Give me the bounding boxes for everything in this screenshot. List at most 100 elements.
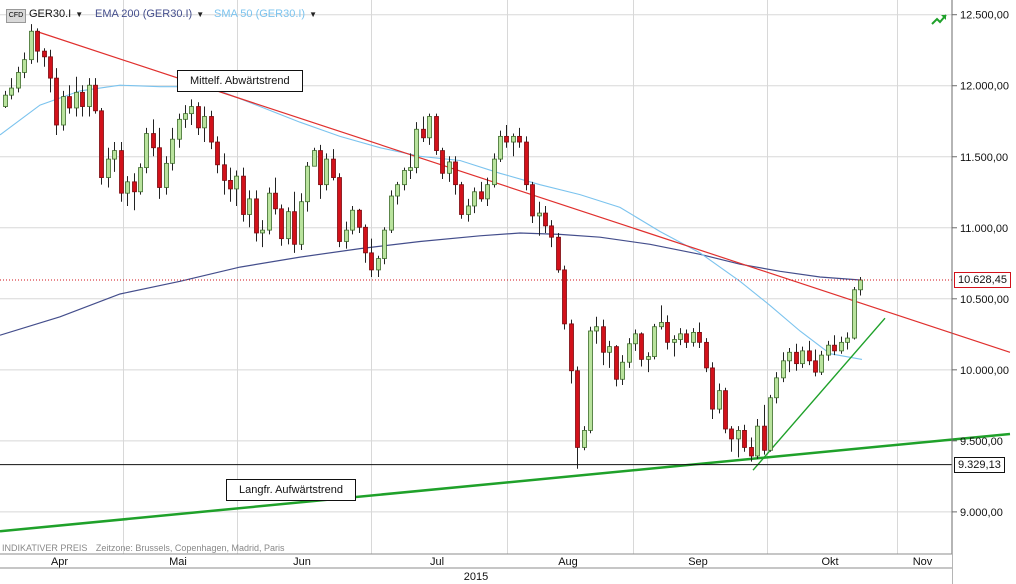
candle-up: [627, 343, 632, 363]
candle-up: [61, 96, 66, 126]
candle-down: [479, 191, 484, 200]
candle-up: [144, 133, 149, 169]
y-tick-label: 11.500,00: [960, 152, 1008, 164]
candle-down: [421, 128, 426, 139]
candle-down: [749, 447, 754, 457]
vertical-grid: [123, 0, 898, 568]
candle-down: [67, 96, 72, 109]
candle-down: [337, 177, 342, 242]
candle-up: [774, 377, 779, 399]
candle-up: [582, 430, 587, 448]
uptrend-annotation: Langfr. Aufwärtstrend: [226, 479, 356, 501]
candle-up: [659, 322, 664, 328]
sma-indicator-dropdown[interactable]: SMA 50 (GER30.I) ▼: [214, 8, 317, 20]
candle-down: [639, 333, 644, 360]
candle-down: [222, 164, 227, 181]
trend-arrow-icon[interactable]: [931, 14, 947, 25]
candle-up: [620, 361, 625, 380]
time-axis[interactable]: Apr Mai Jun Jul Aug Sep Okt Nov: [51, 556, 933, 568]
candle-down: [794, 351, 799, 365]
x-tick-label: Jul: [430, 556, 444, 568]
y-tick-label: 10.500,00: [960, 294, 1009, 306]
candle-down: [530, 184, 535, 217]
sma-indicator-label: SMA 50 (GER30.I): [214, 8, 306, 20]
year-label: 2015: [464, 571, 488, 583]
candle-down: [241, 175, 246, 215]
candle-down: [157, 147, 162, 188]
candle-up: [858, 279, 863, 291]
candle-down: [762, 425, 767, 451]
candle-up: [299, 201, 304, 245]
candle-down: [209, 116, 214, 143]
candle-up: [492, 158, 497, 186]
candle-down: [292, 211, 297, 245]
candle-up: [87, 84, 92, 107]
candle-up: [138, 167, 143, 193]
short-uptrend-line: [752, 317, 886, 471]
candle-up: [781, 360, 786, 379]
x-tick-label: Sep: [688, 556, 708, 568]
chevron-down-icon: ▼: [309, 10, 318, 19]
candle-up: [324, 158, 329, 186]
price-axis[interactable]: 9.000,00 9.500,00 10.000,00 10.500,00 11.000…: [952, 10, 1009, 519]
candle-down: [80, 91, 85, 107]
candle-up: [189, 106, 194, 115]
plot-area-background: [0, 0, 952, 554]
candle-down: [48, 56, 53, 79]
candle-up: [511, 135, 516, 143]
candle-up: [633, 333, 638, 345]
candle-down: [54, 77, 59, 126]
candle-up: [717, 390, 722, 410]
candle-down: [556, 236, 561, 271]
candle-down: [459, 184, 464, 215]
candle-up: [466, 205, 471, 215]
candle-down: [369, 252, 374, 271]
candle-down: [524, 141, 529, 186]
candles-layer: [3, 24, 863, 469]
y-tick-label: 9.000,00: [960, 507, 1003, 519]
candle-up: [164, 162, 169, 188]
candle-down: [697, 331, 702, 343]
time-axis-background: [0, 554, 952, 584]
y-tick-label: 9.500,00: [960, 436, 1003, 448]
candle-up: [498, 135, 503, 160]
candle-down: [684, 333, 689, 343]
candle-down: [665, 322, 670, 343]
candle-up: [350, 209, 355, 231]
candle-up: [402, 170, 407, 186]
x-tick-label: Aug: [558, 556, 578, 568]
candle-down: [273, 192, 278, 210]
x-tick-label: Jun: [293, 556, 311, 568]
symbol-label: GER30.I: [29, 8, 72, 20]
candle-down: [543, 212, 548, 227]
price-mode-label: INDIKATIVER PREIS: [2, 543, 88, 553]
candle-up: [202, 116, 207, 129]
candle-up: [125, 181, 130, 194]
footer-note: INDIKATIVER PREIS Zeitzone: Brussels, Co…: [2, 543, 284, 553]
candle-down: [440, 150, 445, 174]
candle-up: [646, 356, 651, 360]
candle-up: [112, 150, 117, 160]
candle-down: [132, 181, 137, 193]
candle-up: [691, 331, 696, 343]
candle-down: [575, 370, 580, 448]
candle-up: [672, 339, 677, 343]
y-tick-label: 11.000,00: [960, 223, 1008, 235]
downtrend-annotation: Mittelf. Abwärtstrend: [177, 70, 303, 92]
timezone-label: Zeitzone: Brussels, Copenhagen, Madrid, …: [95, 543, 285, 553]
candle-down: [453, 161, 458, 186]
candle-down: [729, 428, 734, 440]
ema-indicator-dropdown[interactable]: EMA 200 (GER30.I) ▼: [95, 8, 204, 20]
candle-up: [845, 337, 850, 343]
ema-indicator-label: EMA 200 (GER30.I): [95, 8, 193, 20]
candle-down: [807, 350, 812, 362]
candle-down: [119, 150, 124, 194]
candle-up: [678, 333, 683, 340]
candle-down: [569, 323, 574, 372]
candle-down: [93, 84, 98, 112]
chevron-down-icon: ▼: [196, 10, 205, 19]
candle-up: [652, 326, 657, 357]
candle-down: [704, 341, 709, 369]
candle-down: [562, 269, 567, 325]
symbol-dropdown[interactable]: GER30.I ▼: [29, 8, 83, 20]
